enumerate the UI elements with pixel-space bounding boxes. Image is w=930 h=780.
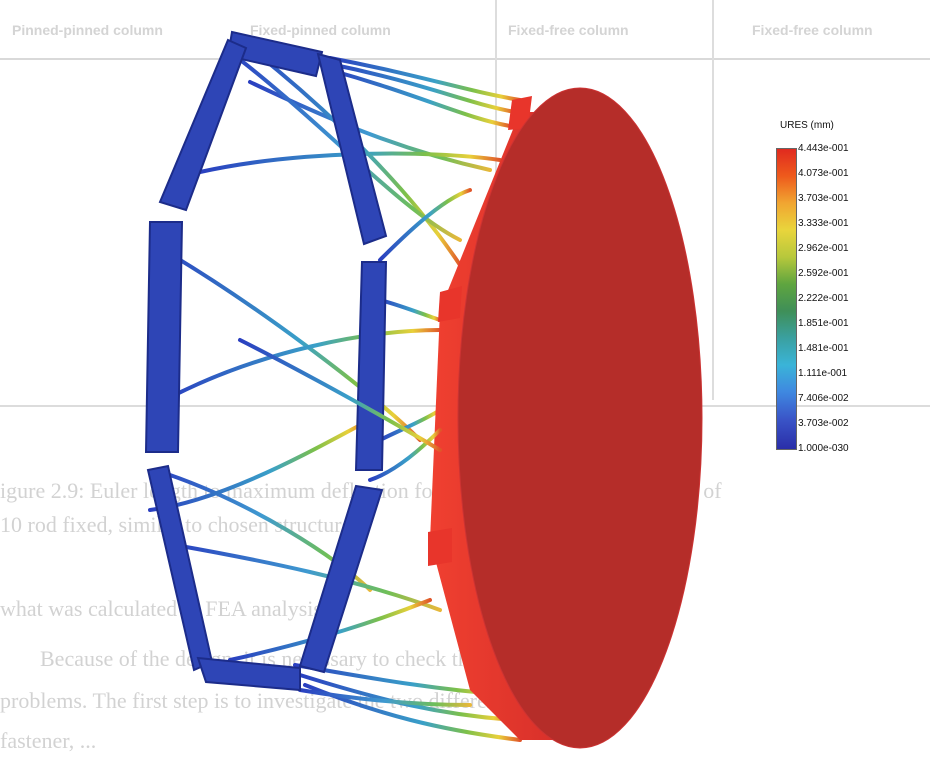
rod: [298, 688, 472, 707]
rod: [153, 468, 372, 592]
disc-face: [457, 87, 703, 749]
background-text-line: fastener, ...: [0, 728, 97, 753]
rod: [238, 38, 462, 267]
legend-value: 2.592e-001: [798, 268, 849, 279]
rod: [328, 68, 512, 128]
rod: [378, 188, 472, 262]
legend-value: 2.222e-001: [798, 293, 849, 304]
frame-segment: [196, 656, 301, 692]
rod: [163, 328, 442, 402]
disc-tab: [428, 528, 452, 566]
rod: [378, 408, 442, 442]
legend-value: 1.000e-030: [798, 443, 849, 454]
disc-tab: [438, 286, 462, 322]
rod: [248, 80, 492, 172]
legend-value: 3.333e-001: [798, 218, 849, 229]
outer-frame: [144, 30, 388, 692]
legend-value: 1.851e-001: [798, 318, 849, 329]
legend-value: 3.703e-002: [798, 418, 849, 429]
legend-value: 3.703e-001: [798, 193, 849, 204]
frame-segment: [144, 221, 184, 453]
legend-value: 2.962e-001: [798, 243, 849, 254]
displacement-legend: URES (mm) 4.443e-001 4.073e-001 3.703e-0…: [776, 120, 849, 454]
rod: [238, 338, 442, 452]
background-table-header: Pinned-pinned column: [12, 22, 163, 38]
background-table-header: Fixed-free column: [508, 22, 629, 38]
background-table-rule: [0, 58, 930, 60]
background-table-header: Fixed-free column: [752, 22, 873, 38]
legend-value: 4.073e-001: [798, 168, 849, 179]
frame-segment: [316, 52, 388, 246]
legend-value: 4.443e-001: [798, 143, 849, 154]
rod: [153, 243, 422, 442]
rod: [368, 428, 442, 482]
background-text-line: what was calculated in FEA analysis: [0, 596, 322, 621]
background-table-divider: [712, 0, 714, 400]
legend-value: 7.406e-002: [798, 393, 849, 404]
rod: [173, 543, 442, 612]
legend-value: 1.111e-001: [798, 368, 848, 379]
legend-value: 1.481e-001: [798, 343, 849, 354]
mirror-disc: [428, 87, 703, 749]
rod: [298, 673, 517, 722]
rod: [228, 598, 432, 662]
frame-segment: [158, 38, 248, 212]
frame-segment: [354, 261, 388, 471]
legend-color-bar: [776, 148, 797, 450]
rod: [148, 418, 372, 512]
background-table-header: Fixed-pinned column: [250, 22, 391, 38]
rod: [328, 56, 522, 102]
rod: [328, 62, 517, 114]
legend-title: URES (mm): [780, 120, 834, 131]
rod: [378, 298, 442, 322]
frame-segment: [298, 484, 384, 674]
